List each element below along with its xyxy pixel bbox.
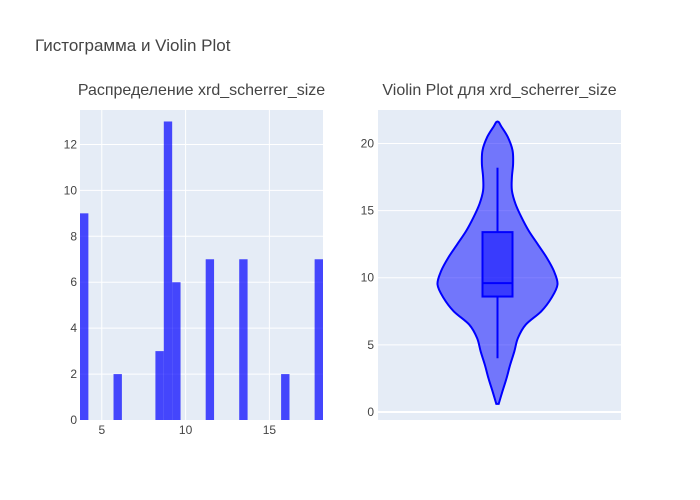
histogram-y-tick-label: 10 — [64, 183, 78, 197]
histogram-x-tick-label: 5 — [98, 423, 105, 437]
histogram-y-tick-label: 0 — [70, 413, 77, 427]
histogram-bar — [281, 374, 290, 420]
histogram-bar — [314, 259, 323, 420]
violin-title: Violin Plot для xrd_scherrer_size — [382, 82, 616, 99]
histogram-panel: 5 10 15 0 2 4 6 8 10 12 Распределение xrd_scherr… — [64, 82, 326, 437]
violin-box — [481, 231, 514, 298]
histogram-y-tick-label: 6 — [70, 275, 77, 289]
histogram-bar — [172, 282, 181, 420]
histogram-title: Распределение xrd_scherrer_size — [78, 82, 325, 99]
histogram-x-tick-label: 10 — [179, 423, 193, 437]
violin-y-tick-label: 10 — [361, 271, 375, 285]
violin-y-tick-label: 15 — [361, 204, 375, 218]
histogram-y-tick-label: 4 — [70, 321, 77, 335]
histogram-y-tick-label: 2 — [70, 367, 77, 381]
histogram-bar — [80, 213, 89, 420]
histogram-bar — [163, 121, 173, 421]
violin-y-tick-label: 0 — [367, 405, 374, 419]
histogram-plot-area — [80, 110, 323, 420]
histogram-x-tick-label: 15 — [263, 423, 277, 437]
violin-y-tick-label: 20 — [361, 137, 375, 151]
histogram-y-tick-label: 12 — [64, 137, 78, 151]
figure-title: Гистограмма и Violin Plot — [35, 36, 231, 55]
histogram-bar — [155, 351, 164, 420]
histogram-bar — [239, 259, 248, 420]
histogram-y-tick-label: 8 — [70, 229, 77, 243]
histogram-bar — [205, 259, 215, 420]
histogram-bar — [113, 374, 122, 420]
violin-panel: 0 5 10 15 20 Violin Plot для xrd_scherrer_si… — [361, 82, 621, 420]
violin-y-tick-label: 5 — [367, 338, 374, 352]
